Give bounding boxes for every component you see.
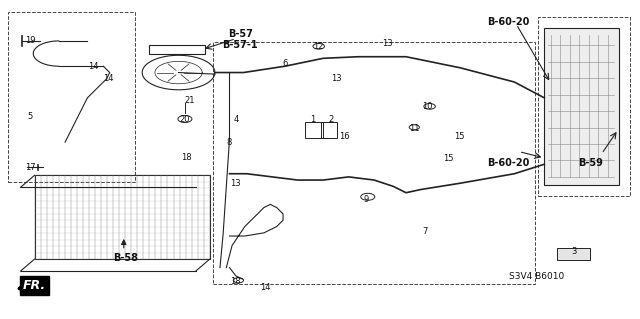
- Text: 1: 1: [310, 115, 315, 123]
- Text: 14: 14: [260, 283, 271, 292]
- Text: 8: 8: [227, 137, 232, 147]
- Text: B-59: B-59: [579, 158, 604, 168]
- Text: B-60-20: B-60-20: [487, 158, 529, 168]
- Text: 15: 15: [454, 132, 464, 141]
- Bar: [305, 122, 323, 138]
- Text: 21: 21: [184, 97, 195, 106]
- Text: B-57
B-57-1: B-57 B-57-1: [223, 28, 258, 50]
- Text: 17: 17: [25, 163, 35, 172]
- Text: 13: 13: [230, 179, 241, 188]
- Bar: [213, 42, 535, 285]
- Text: 18: 18: [181, 153, 191, 162]
- Text: 11: 11: [409, 124, 420, 133]
- Text: 7: 7: [422, 227, 428, 236]
- Text: 13: 13: [331, 74, 341, 83]
- Text: FR.: FR.: [23, 279, 46, 292]
- Text: 3: 3: [571, 247, 576, 256]
- Bar: [544, 28, 620, 185]
- Bar: [35, 175, 210, 259]
- Bar: [8, 12, 135, 182]
- Text: 6: 6: [282, 59, 287, 68]
- Text: 19: 19: [25, 36, 35, 45]
- Text: B-58: B-58: [113, 253, 138, 263]
- Text: 2: 2: [329, 115, 334, 123]
- Text: 13: 13: [381, 39, 392, 48]
- Text: 4: 4: [233, 115, 239, 124]
- Text: 15: 15: [444, 154, 454, 163]
- Text: 12: 12: [314, 42, 324, 51]
- Text: S3V4 B6010: S3V4 B6010: [509, 272, 564, 281]
- Bar: [538, 17, 630, 196]
- Text: B-60-20: B-60-20: [487, 17, 529, 27]
- Text: 10: 10: [422, 102, 432, 111]
- Bar: [149, 45, 205, 54]
- Text: 20: 20: [180, 115, 190, 124]
- Text: 18: 18: [230, 277, 241, 286]
- Text: 9: 9: [364, 196, 369, 204]
- Text: 14: 14: [103, 74, 114, 83]
- Text: 16: 16: [339, 132, 349, 141]
- Bar: [557, 248, 590, 260]
- Bar: [321, 122, 337, 138]
- Text: 14: 14: [88, 62, 99, 71]
- Text: 5: 5: [28, 112, 33, 121]
